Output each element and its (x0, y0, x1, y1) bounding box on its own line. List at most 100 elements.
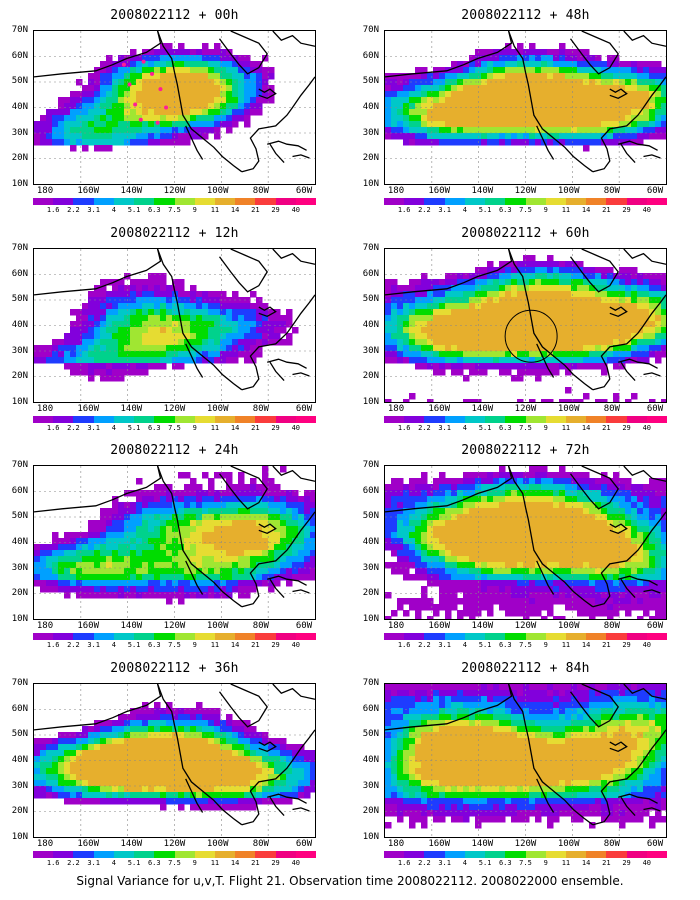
contour-cell (403, 315, 410, 322)
contour-cell (469, 73, 476, 80)
contour-cell (136, 351, 143, 358)
contour-cell (58, 339, 65, 346)
contour-cell (124, 792, 131, 799)
contour-cell (178, 792, 185, 799)
contour-cell (232, 538, 239, 545)
contour-cell (124, 732, 131, 739)
contour-cell (649, 333, 656, 340)
contour-cell (559, 496, 566, 503)
contour-cell (595, 399, 602, 402)
contour-cell (286, 568, 293, 575)
contour-cell (118, 327, 125, 334)
contour-cell (106, 345, 113, 352)
contour-cell (190, 339, 197, 346)
contour-cell (463, 273, 470, 280)
contour-cell (619, 85, 626, 92)
contour-cell (142, 556, 149, 563)
contour-cell (445, 121, 452, 128)
contour-cell (268, 508, 275, 515)
contour-cell (166, 309, 173, 316)
contour-cell (178, 139, 185, 146)
contour-cell (439, 333, 446, 340)
contour-cell (397, 291, 404, 298)
contour-cell (511, 333, 518, 340)
contour-cell (262, 580, 269, 587)
contour-cell (505, 303, 512, 310)
contour-cell (244, 580, 251, 587)
contour-cell (34, 568, 41, 575)
contour-cell (607, 61, 614, 68)
contour-cell (571, 109, 578, 116)
contour-cell (112, 109, 119, 116)
contour-cell (166, 43, 173, 50)
contour-cell (445, 526, 452, 533)
contour-cell (250, 315, 257, 322)
contour-cell (559, 261, 566, 268)
colorbar-swatch (295, 633, 317, 640)
contour-cell (535, 490, 542, 497)
contour-cell (304, 562, 311, 569)
contour-cell (112, 720, 119, 727)
contour-cell (583, 61, 590, 68)
contour-cell (661, 133, 666, 140)
contour-cell (457, 315, 464, 322)
contour-cell (451, 85, 458, 92)
contour-cell (268, 496, 275, 503)
contour-cell (445, 315, 452, 322)
contour-cell (391, 502, 398, 509)
contour-cell (82, 532, 89, 539)
contour-cell (208, 502, 215, 509)
contour-cell (481, 267, 488, 274)
colorbar-swatch (525, 416, 546, 423)
contour-cell (427, 502, 434, 509)
contour-cell (511, 267, 518, 274)
contour-cell (88, 532, 95, 539)
colorbar (384, 198, 668, 205)
contour-cell (577, 333, 584, 340)
contour-cell (142, 139, 149, 146)
contour-cell (196, 580, 203, 587)
contour-cell (535, 369, 542, 376)
contour-cell (34, 580, 41, 587)
contour-cell (100, 586, 107, 593)
contour-cell (130, 85, 137, 92)
contour-cell (46, 774, 53, 781)
contour-cell (643, 97, 650, 104)
contour-cell (64, 109, 71, 116)
contour-cell (475, 109, 482, 116)
contour-cell (385, 97, 392, 104)
contour-cell (166, 592, 173, 599)
contour-cell (661, 315, 666, 322)
contour-cell (613, 91, 620, 98)
contour-cell (148, 67, 155, 74)
contour-cell (487, 345, 494, 352)
contour-cell (106, 73, 113, 80)
contour-cell (445, 115, 452, 122)
contour-cell (463, 526, 470, 533)
contour-cell (142, 133, 149, 140)
contour-cell (202, 804, 209, 811)
contour-cell (451, 133, 458, 140)
contour-cell (106, 139, 113, 146)
contour-cell (445, 97, 452, 104)
contour-cell (547, 490, 554, 497)
contour-cell (100, 73, 107, 80)
contour-cell (160, 484, 167, 491)
contour-cell (589, 496, 596, 503)
contour-cell (517, 327, 524, 334)
contour-cell (385, 309, 392, 316)
contour-cell (52, 345, 59, 352)
contour-cell (160, 55, 167, 62)
contour-cell (244, 502, 251, 509)
contour-cell (82, 750, 89, 757)
contour-cell (142, 97, 149, 104)
contour-cell (226, 61, 233, 68)
contour-cell (76, 592, 83, 599)
contour-cell (196, 496, 203, 503)
contour-cell (196, 702, 203, 709)
contour-cell (124, 556, 131, 563)
contour-cell (487, 508, 494, 515)
contour-cell (130, 726, 137, 733)
contour-cell (124, 61, 131, 68)
contour-cell (286, 532, 293, 539)
